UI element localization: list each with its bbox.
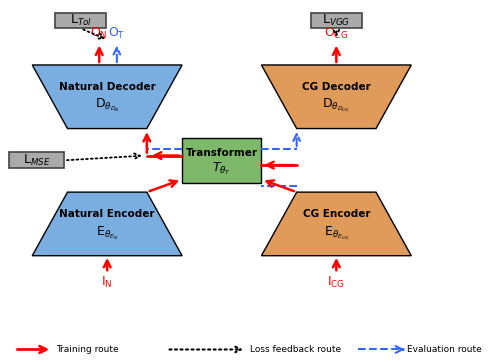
Text: $\mathrm{L}_{VGG}$: $\mathrm{L}_{VGG}$ xyxy=(322,13,350,28)
Text: CG Encoder: CG Encoder xyxy=(303,209,370,219)
Text: $\mathrm{O_N}$: $\mathrm{O_N}$ xyxy=(90,26,108,41)
Text: $\mathrm{E}_{\theta_{E_{CG}}}$: $\mathrm{E}_{\theta_{E_{CG}}}$ xyxy=(324,224,349,241)
Text: Natural Encoder: Natural Encoder xyxy=(60,209,155,219)
FancyBboxPatch shape xyxy=(182,138,262,182)
Text: $\mathrm{D}_{\theta_{D_{CG}}}$: $\mathrm{D}_{\theta_{D_{CG}}}$ xyxy=(323,97,350,114)
Text: $\mathrm{L}_{Tol}$: $\mathrm{L}_{Tol}$ xyxy=(70,13,92,28)
Polygon shape xyxy=(262,192,411,256)
Text: Evaluation route: Evaluation route xyxy=(407,345,482,354)
Text: Training route: Training route xyxy=(57,345,119,354)
Text: Transformer: Transformer xyxy=(186,148,258,158)
Polygon shape xyxy=(262,65,411,129)
Text: $\mathrm{O_T}$: $\mathrm{O_T}$ xyxy=(108,26,125,41)
Text: $\mathrm{I_N}$: $\mathrm{I_N}$ xyxy=(102,275,113,290)
Text: Loss feedback route: Loss feedback route xyxy=(250,345,342,354)
FancyBboxPatch shape xyxy=(55,13,106,28)
Text: $\mathrm{D}_{\theta_{D_N}}$: $\mathrm{D}_{\theta_{D_N}}$ xyxy=(95,97,120,114)
Polygon shape xyxy=(32,192,182,256)
Text: CG Decoder: CG Decoder xyxy=(302,82,371,92)
Text: $\mathrm{I_{CG}}$: $\mathrm{I_{CG}}$ xyxy=(327,275,346,290)
Polygon shape xyxy=(32,65,182,129)
Text: $T_{\theta_T}$: $T_{\theta_T}$ xyxy=(212,160,231,177)
Text: $\mathrm{O_{CG}}$: $\mathrm{O_{CG}}$ xyxy=(324,26,348,41)
Text: $\mathrm{L}_{MSE}$: $\mathrm{L}_{MSE}$ xyxy=(23,153,50,168)
Text: Natural Decoder: Natural Decoder xyxy=(59,82,156,92)
FancyBboxPatch shape xyxy=(311,13,362,28)
FancyBboxPatch shape xyxy=(9,152,64,168)
Text: $\mathrm{E}_{\theta_{E_N}}$: $\mathrm{E}_{\theta_{E_N}}$ xyxy=(96,224,118,241)
